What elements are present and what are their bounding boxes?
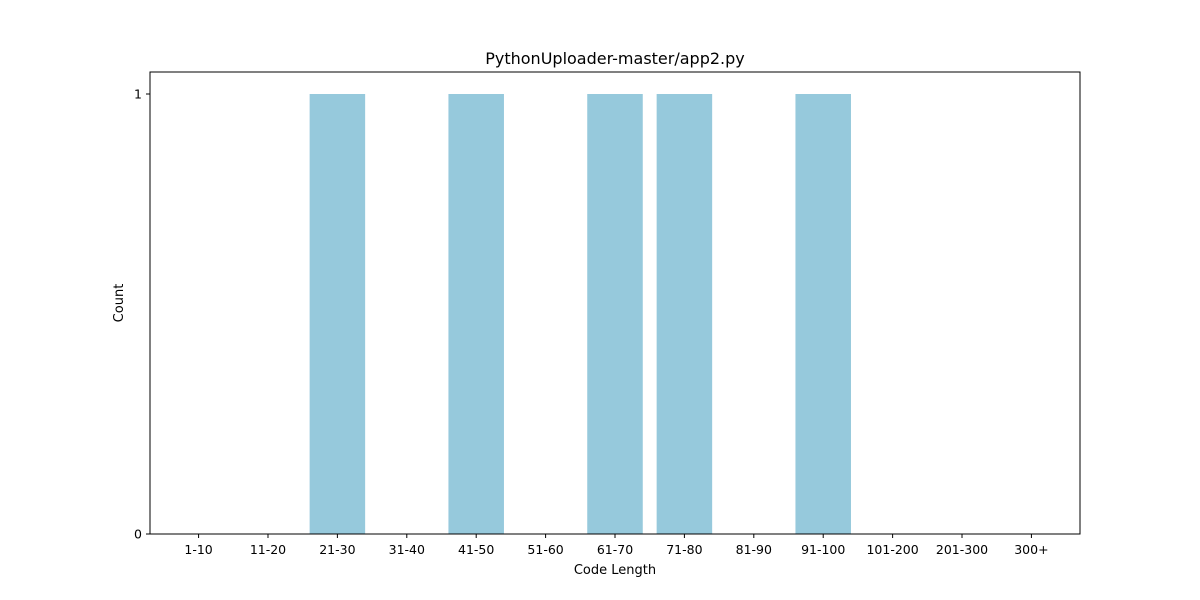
x-axis-ticks: 1-10 11-20 21-30 31-40 41-50 51-60 61-70 71-80 8… (184, 534, 1049, 557)
x-tick-label: 21-30 (319, 542, 355, 557)
bar-61-70 (587, 94, 643, 534)
x-tick-label: 11-20 (250, 542, 286, 557)
x-tick-label: 41-50 (458, 542, 494, 557)
x-tick-label: 101-200 (866, 542, 918, 557)
x-axis-label: Code Length (574, 563, 656, 578)
x-tick-label: 81-90 (736, 542, 772, 557)
bar-41-50 (448, 94, 504, 534)
x-tick-label: 51-60 (527, 542, 563, 557)
bar-71-80 (656, 94, 713, 534)
bar-21-30 (309, 94, 366, 534)
bar-91-100 (795, 94, 851, 534)
x-tick-label: 31-40 (389, 542, 425, 557)
bars-group (309, 94, 851, 534)
y-axis-label: Count (112, 284, 127, 323)
x-tick-label: 71-80 (666, 542, 702, 557)
y-tick-label: 1 (134, 87, 142, 102)
x-tick-label: 300+ (1014, 542, 1048, 557)
y-tick-label: 0 (134, 527, 142, 542)
chart-title: PythonUploader-master/app2.py (485, 49, 745, 68)
x-tick-label: 91-100 (801, 542, 845, 557)
x-tick-label: 201-300 (936, 542, 988, 557)
x-tick-label: 61-70 (597, 542, 633, 557)
y-axis-ticks: 01 (134, 87, 150, 542)
x-tick-label: 1-10 (184, 542, 212, 557)
